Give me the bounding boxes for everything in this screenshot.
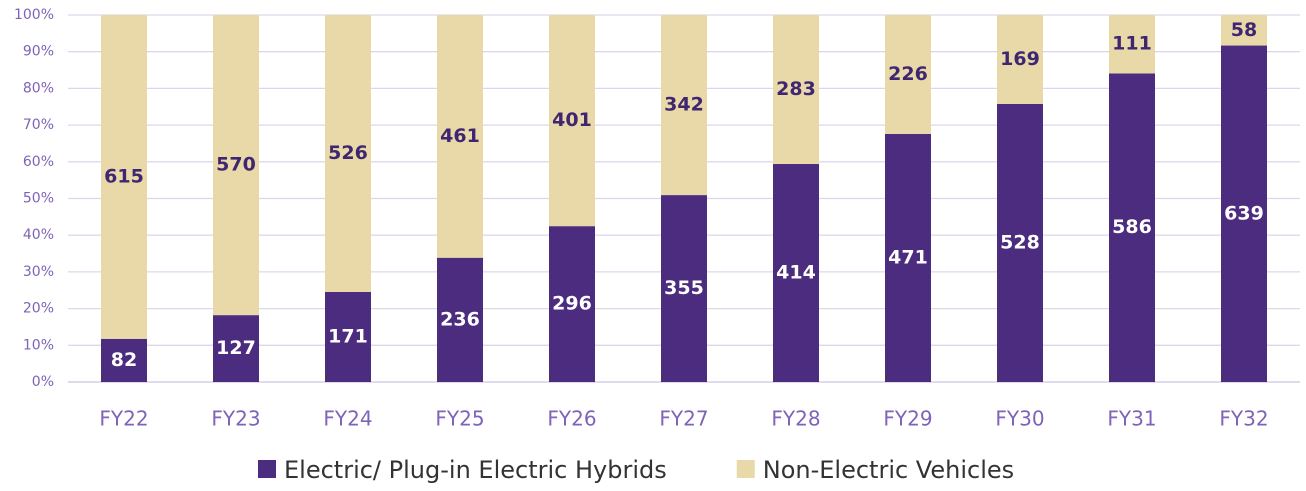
x-tick-label: FY22: [99, 407, 148, 431]
x-tick-label: FY27: [659, 407, 708, 431]
data-label: 127: [216, 337, 256, 359]
legend-swatch: [258, 460, 276, 478]
data-label: 526: [328, 142, 368, 164]
data-label: 58: [1231, 19, 1257, 41]
bar-segment: [885, 15, 931, 134]
data-label: 615: [104, 165, 144, 187]
x-tick-label: FY32: [1219, 407, 1268, 431]
bar-segment: [101, 15, 147, 339]
legend-label: Non-Electric Vehicles: [763, 456, 1014, 484]
y-tick-label: 30%: [23, 264, 54, 280]
y-tick-label: 80%: [23, 80, 54, 96]
bar-segment: [549, 15, 595, 227]
data-label: 414: [776, 262, 816, 284]
bar-segment: [997, 103, 1043, 382]
data-label: 570: [216, 154, 256, 176]
data-label: 283: [776, 78, 816, 100]
data-label: 471: [888, 246, 928, 268]
x-tick-label: FY24: [323, 407, 372, 431]
bar-segment: [1109, 73, 1155, 382]
bar-segment: [437, 257, 483, 382]
bar-segment: [213, 15, 259, 316]
x-tick-label: FY25: [435, 407, 484, 431]
bar-segment: [437, 15, 483, 258]
data-label: 296: [552, 293, 592, 315]
bar-segment: [773, 15, 819, 165]
data-label: 528: [1000, 231, 1040, 253]
data-label: 111: [1112, 33, 1152, 55]
bar-segment: [661, 15, 707, 196]
data-label: 586: [1112, 216, 1152, 238]
y-tick-label: 10%: [23, 337, 54, 353]
bar-segment: [549, 226, 595, 382]
bar-segment: [1221, 15, 1267, 46]
legend-swatch: [736, 460, 755, 478]
data-label: 639: [1224, 202, 1264, 224]
x-tick-label: FY26: [547, 407, 596, 431]
data-label: 236: [440, 308, 480, 330]
bar-segment: [101, 338, 147, 382]
legend-label: Electric/ Plug-in Electric Hybrids: [284, 456, 667, 484]
y-tick-label: 100%: [14, 7, 54, 23]
data-label: 461: [440, 125, 480, 147]
y-tick-label: 0%: [32, 374, 54, 390]
bar-segment: [997, 15, 1043, 104]
x-tick-label: FY28: [771, 407, 820, 431]
data-label: 401: [552, 109, 592, 131]
y-tick-label: 60%: [23, 154, 54, 170]
data-label: 342: [664, 94, 704, 116]
data-label: 226: [888, 63, 928, 85]
bar-segment: [885, 133, 931, 382]
bar-segment: [325, 291, 371, 382]
x-tick-label: FY30: [995, 407, 1044, 431]
y-tick-label: 20%: [23, 301, 54, 317]
data-label: 355: [664, 277, 704, 299]
data-label: 82: [111, 349, 137, 371]
y-tick-label: 90%: [23, 44, 54, 60]
bar-segment: [1109, 15, 1155, 74]
bar-segment: [773, 164, 819, 382]
y-tick-label: 40%: [23, 227, 54, 243]
data-label: 169: [1000, 48, 1040, 70]
bar-segment: [213, 315, 259, 382]
x-tick-label: FY23: [211, 407, 260, 431]
x-tick-label: FY29: [883, 407, 932, 431]
bar-segment: [661, 195, 707, 382]
y-tick-label: 70%: [23, 117, 54, 133]
bar-segment: [325, 15, 371, 292]
bar-segment: [1221, 45, 1267, 382]
data-label: 171: [328, 325, 368, 347]
x-tick-label: FY31: [1107, 407, 1156, 431]
y-tick-label: 50%: [23, 191, 54, 207]
